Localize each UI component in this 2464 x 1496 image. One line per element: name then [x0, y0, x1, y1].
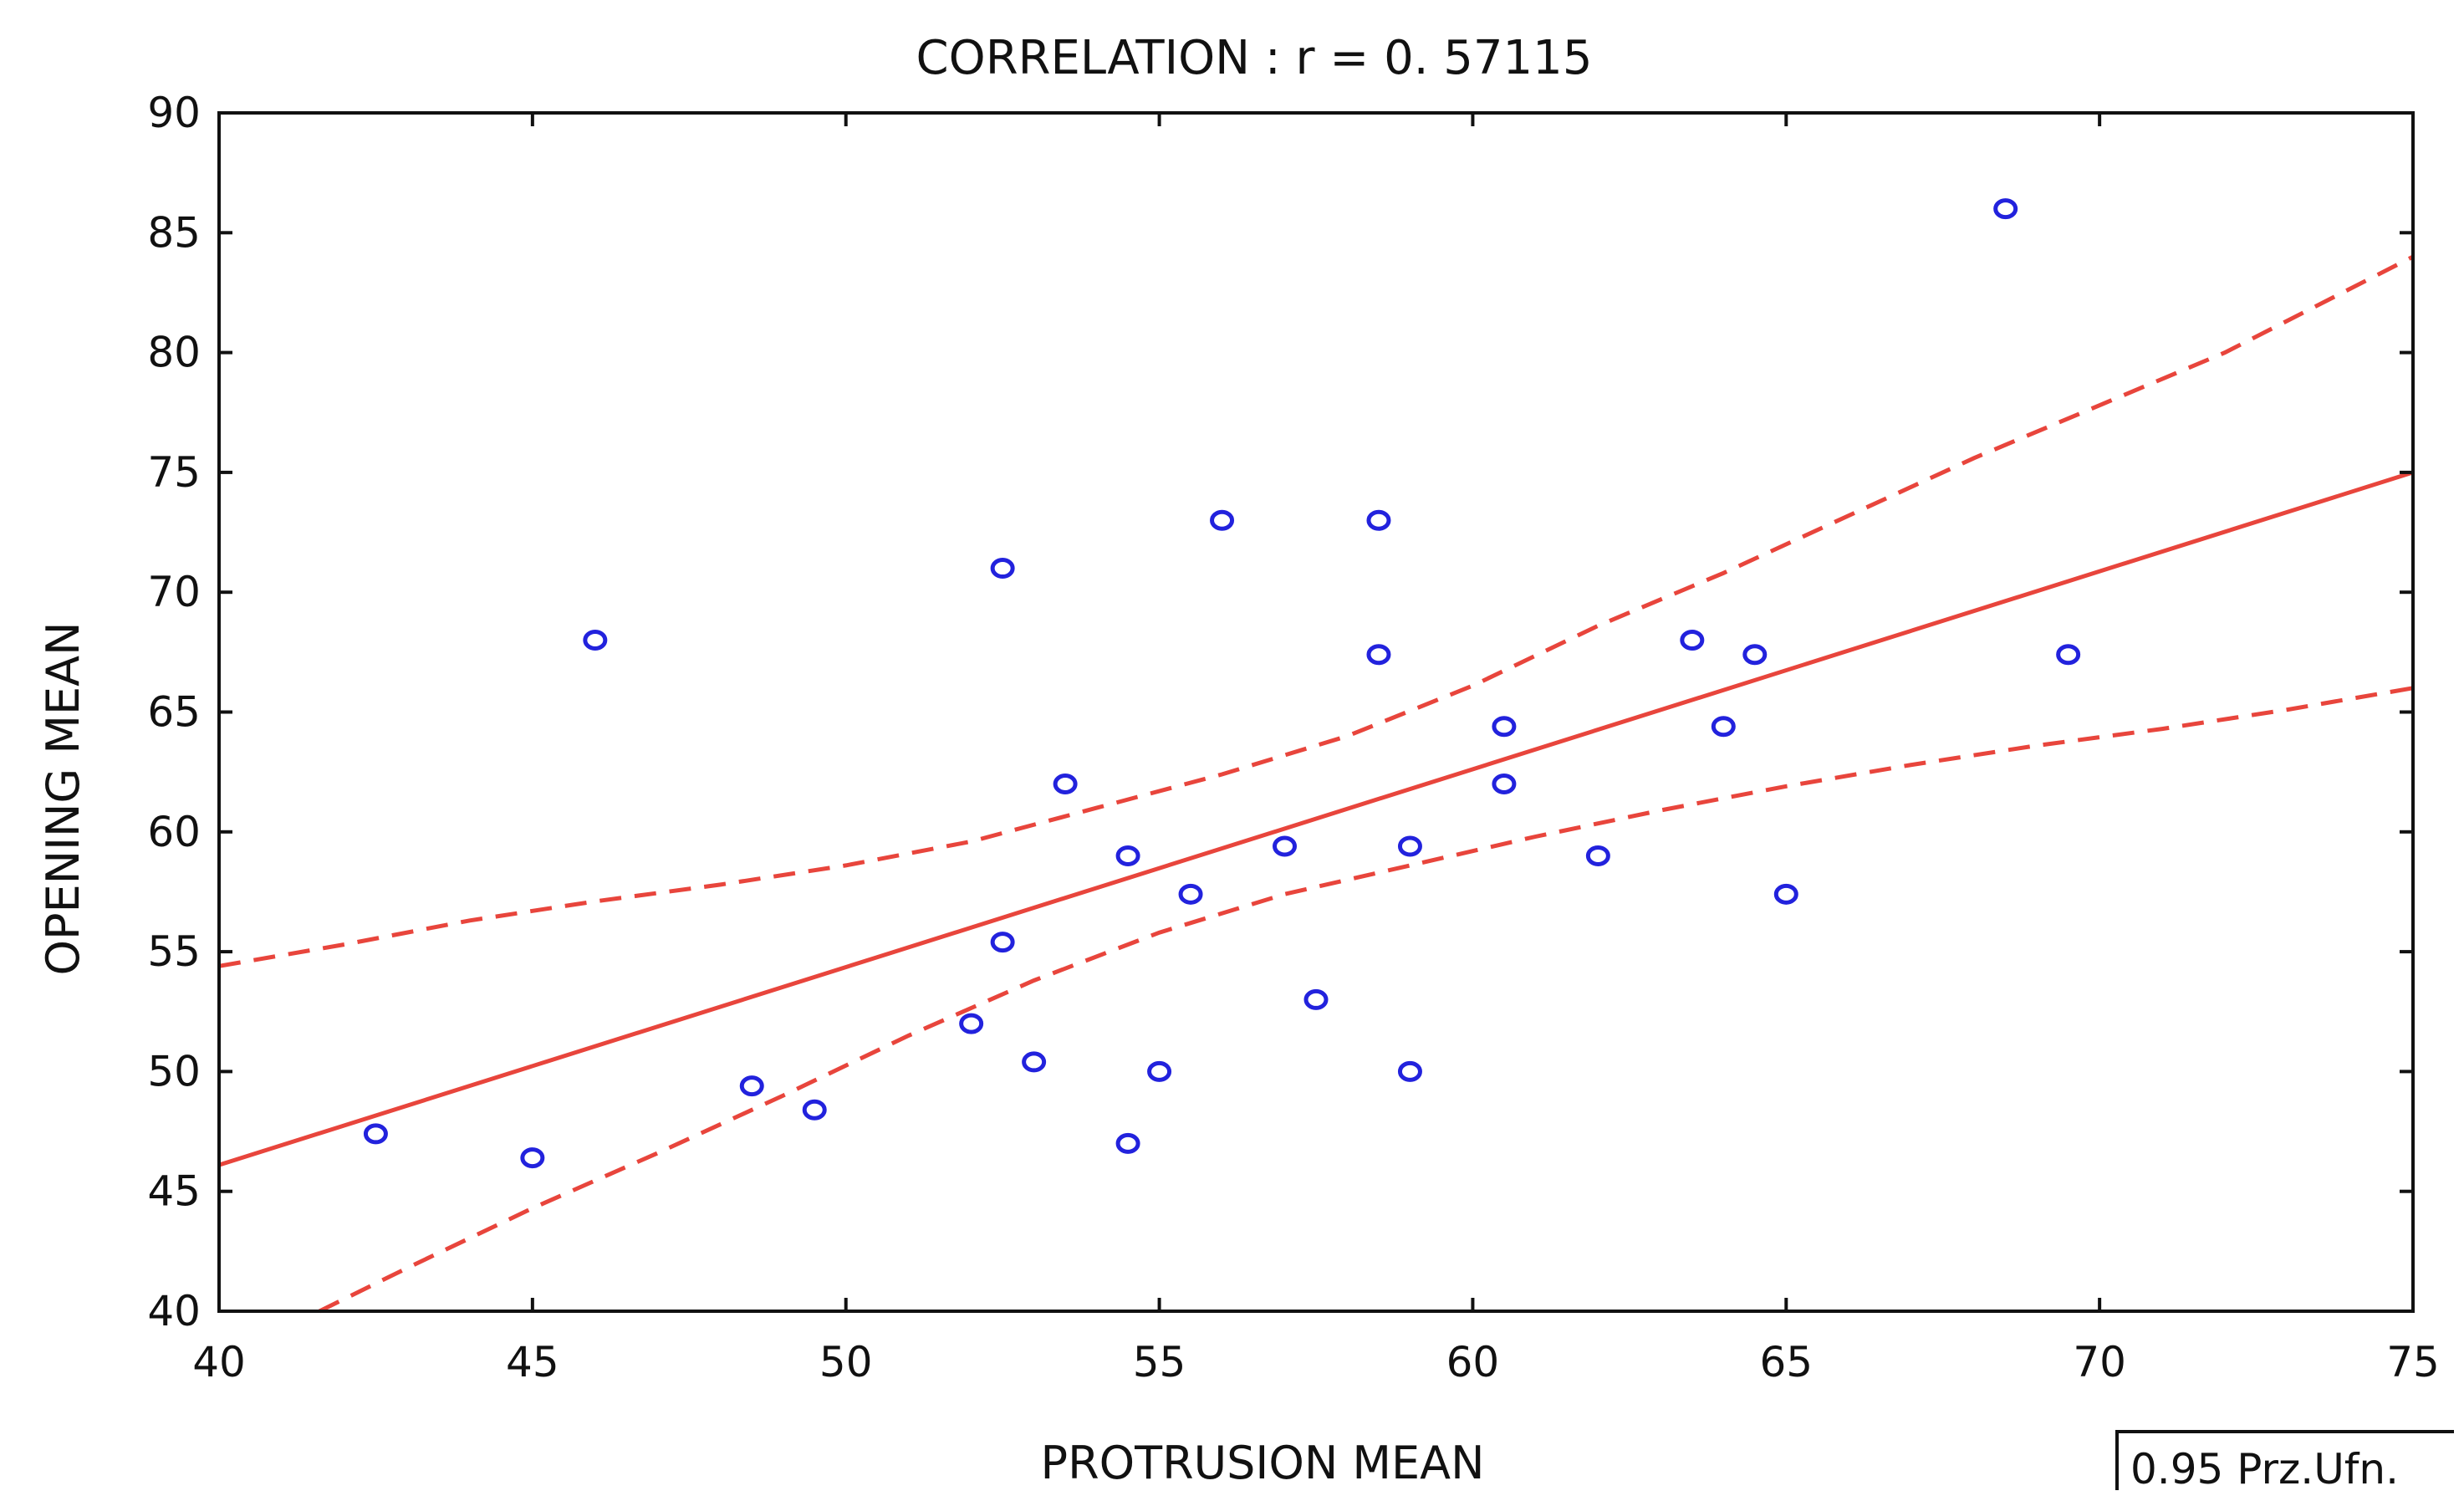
y-tick-label: 75: [147, 448, 201, 497]
confidence-band: [218, 254, 2415, 1314]
data-point: [1366, 509, 1391, 531]
y-tick-label: 60: [147, 808, 201, 856]
chart-title: CORRELATION : r = 0. 57115: [916, 31, 1593, 85]
legend-label: 0.95 Prz.Ufn.: [2130, 1445, 2399, 1493]
x-tick-label: 65: [1759, 1338, 1813, 1386]
data-point: [583, 630, 608, 651]
data-point: [990, 932, 1015, 953]
y-tick-label: 80: [147, 329, 201, 377]
y-axis-title: OPENING MEAN: [37, 622, 89, 976]
data-point: [990, 558, 1015, 580]
confidence-lower-line: [318, 686, 2414, 1314]
data-point: [1273, 835, 1298, 857]
y-tick-label: 55: [147, 927, 201, 976]
legend: 0.95 Prz.Ufn.: [2115, 1430, 2454, 1493]
y-tick-label: 40: [147, 1287, 201, 1335]
data-point: [2056, 644, 2081, 666]
data-point: [1993, 198, 2018, 220]
data-point: [1053, 773, 1078, 794]
data-point: [1397, 835, 1422, 857]
confidence-upper-line: [218, 254, 2415, 968]
x-tick-label: 40: [192, 1338, 246, 1386]
y-tick-label: 45: [147, 1167, 201, 1216]
x-axis-title: PROTRUSION MEAN: [1041, 1437, 1485, 1489]
regression-line-group: [218, 470, 2414, 1167]
x-axis-ticks: 40 45 50 55 60 65 70 75: [192, 113, 2440, 1386]
y-tick-label: 70: [147, 568, 201, 616]
y-tick-label: 50: [147, 1047, 201, 1095]
x-tick-label: 75: [2386, 1338, 2440, 1386]
x-tick-label: 60: [1446, 1338, 1500, 1386]
data-point: [363, 1123, 388, 1145]
y-tick-label: 65: [147, 688, 201, 737]
data-point: [1115, 845, 1140, 866]
regression-line: [218, 470, 2414, 1167]
data-point: [1147, 1060, 1172, 1082]
data-point: [1397, 1060, 1422, 1082]
data-point: [520, 1147, 545, 1169]
data-point: [1680, 630, 1705, 651]
legend-frame: [2115, 1430, 2454, 1490]
data-point: [1115, 1132, 1140, 1154]
data-point: [739, 1075, 764, 1097]
data-point: [1178, 883, 1203, 905]
data-point: [1742, 644, 1768, 666]
x-tick-label: 50: [819, 1338, 873, 1386]
data-point: [1711, 716, 1736, 738]
x-tick-label: 70: [2073, 1338, 2126, 1386]
data-point: [1210, 509, 1235, 531]
data-point: [1022, 1051, 1047, 1073]
x-tick-label: 45: [506, 1338, 559, 1386]
data-point: [1366, 644, 1391, 666]
y-tick-label: 85: [147, 208, 201, 257]
data-points: [363, 198, 2081, 1169]
y-axis-ticks: 40 45 50 55 60 65 70 75 80 85 90: [147, 89, 2413, 1335]
data-point: [1492, 773, 1517, 794]
data-point: [959, 1013, 984, 1034]
data-point: [1585, 845, 1610, 866]
data-point: [1773, 883, 1798, 905]
x-tick-label: 55: [1133, 1338, 1186, 1386]
y-tick-label: 90: [147, 89, 201, 137]
data-point: [1492, 716, 1517, 738]
data-point: [802, 1099, 827, 1121]
data-point: [1303, 988, 1329, 1010]
